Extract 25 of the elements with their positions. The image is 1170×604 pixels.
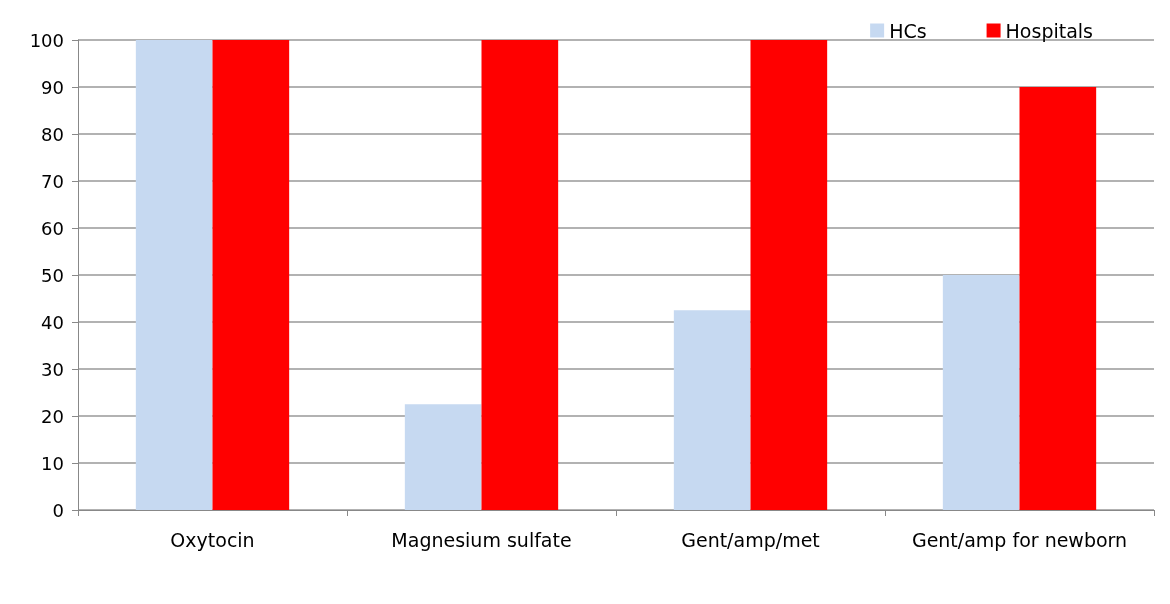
y-tick-label: 60	[41, 217, 64, 239]
y-tick-label: 70	[41, 170, 64, 192]
bar	[750, 40, 828, 510]
x-tick-label: Magnesium sulfate	[391, 528, 572, 551]
y-tick-label: 30	[41, 358, 64, 380]
bar	[135, 40, 213, 510]
bar	[1019, 87, 1097, 510]
y-tick-label: 90	[41, 76, 64, 98]
bar	[481, 40, 559, 510]
y-tick-label: 10	[41, 452, 64, 474]
x-tick-label: Oxytocin	[170, 528, 255, 551]
y-tick-label: 80	[41, 123, 64, 145]
bar	[404, 404, 482, 510]
y-tick-label: 50	[41, 264, 64, 286]
y-tick-label: 20	[41, 405, 64, 427]
legend-label: Hospitals	[1005, 19, 1093, 42]
y-tick-label: 40	[41, 311, 64, 333]
y-tick-label: 100	[29, 29, 64, 51]
bar	[212, 40, 290, 510]
legend-label: HCs	[889, 19, 927, 42]
y-tick-label: 0	[52, 499, 64, 521]
x-tick-label: Gent/amp/met	[681, 528, 820, 551]
x-tick-label: Gent/amp for newborn	[911, 528, 1128, 551]
bar	[942, 275, 1020, 510]
bar	[673, 310, 751, 510]
